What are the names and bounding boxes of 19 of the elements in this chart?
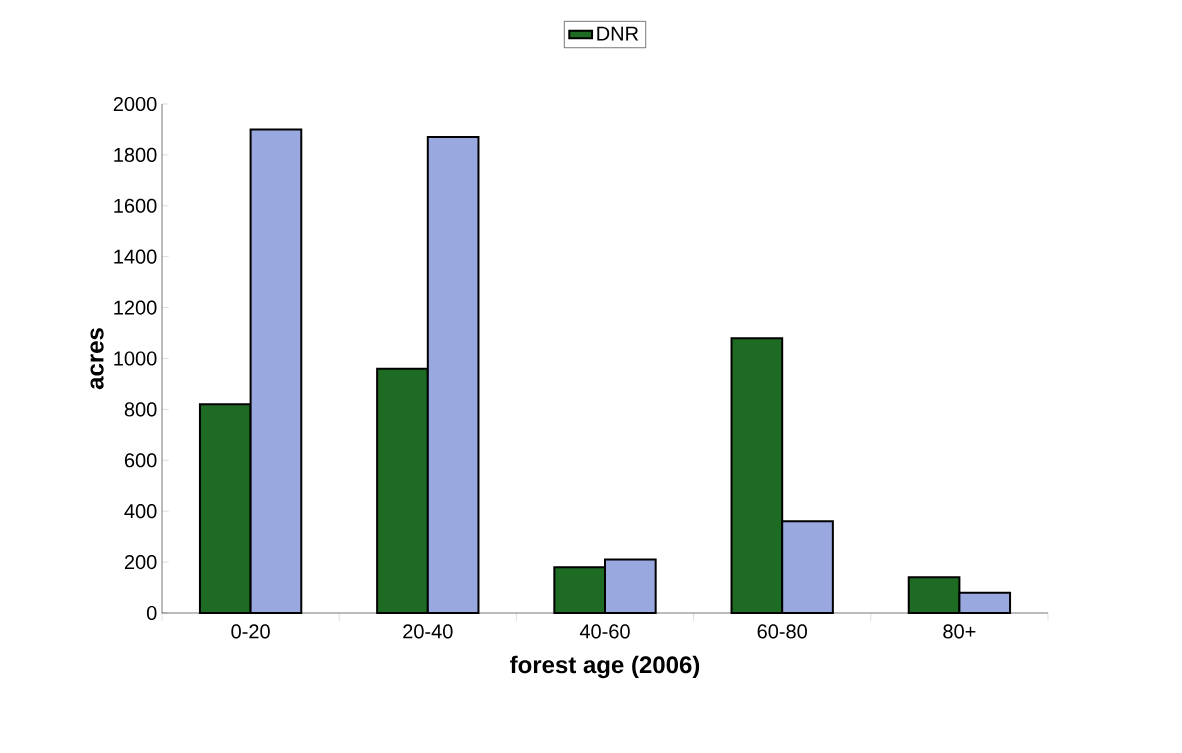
y-tick-label: 1600 xyxy=(114,198,157,213)
x-tick-label: 20-40 xyxy=(403,624,453,639)
y-tick-label: 1200 xyxy=(114,300,157,315)
legend-label: DNR xyxy=(597,26,639,41)
y-tick-label: 400 xyxy=(124,504,157,519)
x-tick-label: 40-60 xyxy=(579,624,630,639)
x-axis-title: forest age (2006) xyxy=(510,655,700,679)
x-tick-label: 80+ xyxy=(943,624,976,639)
y-tick-label: 1400 xyxy=(114,249,157,264)
y-tick-label: 0 xyxy=(146,605,157,621)
y-tick-label: 2000 xyxy=(113,96,157,112)
y-tick-label: 600 xyxy=(124,453,157,468)
x-tick-label: 0-20 xyxy=(231,624,270,639)
y-axis-title: acres xyxy=(90,328,104,390)
y-tick-label: 1000 xyxy=(114,351,157,366)
y-tick-label: 800 xyxy=(124,402,157,417)
x-tick-label: 60-80 xyxy=(757,624,807,639)
y-tick-label: 1800 xyxy=(114,147,157,162)
y-tick-label: 200 xyxy=(124,555,157,570)
